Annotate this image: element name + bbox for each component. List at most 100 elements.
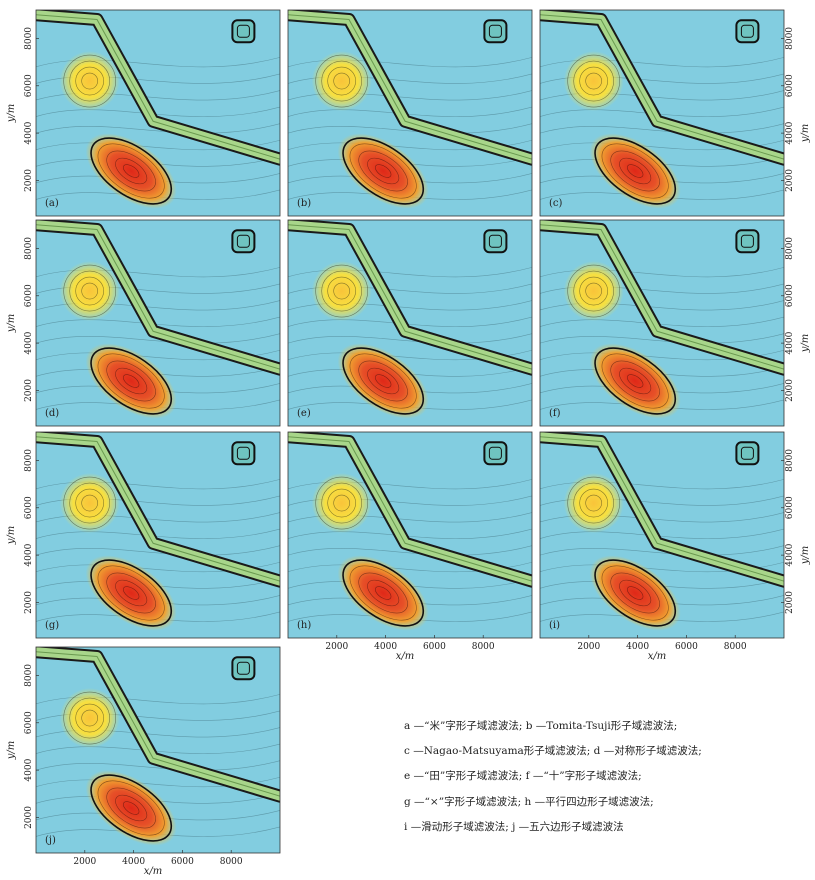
red-contour: [106, 572, 156, 614]
y-tick-label: 8000: [24, 449, 34, 472]
square-anomaly: [735, 19, 760, 44]
panel-field: [36, 647, 280, 846]
red-outline: [90, 347, 173, 415]
panel-label: (f): [549, 408, 561, 419]
red-contour: [349, 143, 417, 199]
yellow-contour: [321, 270, 362, 312]
square-contour: [236, 446, 250, 460]
x-tick-label: 2000: [325, 642, 348, 652]
y-tick-label: 2000: [24, 806, 34, 829]
panel-label: (a): [45, 198, 59, 209]
red-contour: [367, 579, 400, 607]
y-tick-label: 4000: [785, 543, 795, 566]
yellow-contour: [585, 72, 602, 90]
x-tick-label: 4000: [122, 857, 145, 867]
square-contour: [488, 24, 502, 38]
red-contour: [601, 143, 669, 199]
red-contour: [106, 150, 156, 192]
yellow-contour: [81, 282, 98, 300]
red-contour: [97, 565, 165, 621]
panel-field: [288, 432, 532, 631]
x-tick-label: 6000: [171, 857, 194, 867]
panel-label: (b): [297, 198, 311, 209]
y-tick-label: 8000: [24, 664, 34, 687]
panel-label: (h): [297, 620, 311, 631]
red-contour: [123, 586, 140, 600]
red-contour: [115, 367, 148, 395]
ridge-crest: [540, 436, 784, 582]
red-contour: [106, 787, 156, 829]
yellow-contour: [573, 270, 614, 312]
red-anomaly: [85, 555, 177, 631]
yellow-anomaly: [311, 261, 372, 322]
panel-c: (c) 2000 4000 6000 8000 y/m: [539, 9, 811, 217]
y-tick-label: 2000: [24, 591, 34, 614]
y-tick-label: 6000: [785, 74, 795, 97]
red-contour: [619, 367, 652, 395]
red-contour: [97, 780, 165, 836]
yellow-anomaly: [59, 688, 120, 749]
panel-frame: [287, 219, 533, 427]
red-anomaly-group: [589, 555, 681, 631]
y-tick-label: 8000: [785, 449, 795, 472]
red-anomaly: [85, 133, 177, 209]
y-tick-label: 4000: [24, 121, 34, 144]
panel-frame: [539, 9, 785, 217]
y-tick-label: 2000: [785, 591, 795, 614]
red-contour: [358, 360, 408, 402]
yellow-contour: [315, 54, 368, 108]
background-contour: [288, 267, 532, 278]
yellow-contour: [579, 276, 608, 306]
background-contour: [288, 57, 532, 68]
background-contour: [540, 123, 784, 134]
yellow-contour: [585, 494, 602, 512]
background-contour: [288, 333, 532, 344]
red-anomaly-group: [337, 343, 429, 419]
yellow-contour: [573, 60, 614, 102]
panel-field: [36, 10, 280, 209]
yellow-contour: [81, 494, 98, 512]
panel-field: [540, 432, 784, 631]
background-contour: [36, 760, 280, 771]
panel-frame: [35, 431, 281, 639]
background-contour: [36, 267, 280, 278]
yellow-anomaly: [59, 51, 120, 112]
yellow-anomaly: [59, 261, 120, 322]
ridge-crest: [36, 224, 280, 370]
red-outline: [342, 137, 425, 205]
y-tick-label: 2000: [785, 169, 795, 192]
red-contour: [375, 374, 392, 388]
y-axis-label: y/m: [800, 124, 811, 144]
red-contour: [97, 353, 165, 409]
x-axis-label: x/m: [648, 651, 667, 662]
yellow-contour: [69, 482, 110, 524]
panel-frame: [539, 431, 785, 639]
yellow-anomaly: [311, 473, 372, 534]
ridge-crest: [540, 14, 784, 160]
square-contour: [236, 24, 250, 38]
red-anomaly: [337, 343, 429, 419]
x-axis-label: x/m: [396, 651, 415, 662]
panel-field: [540, 10, 784, 209]
red-contour: [115, 579, 148, 607]
red-contour: [106, 360, 156, 402]
yellow-contour: [333, 72, 350, 90]
background-contour: [540, 545, 784, 556]
square-anomaly: [231, 656, 256, 681]
red-anomaly-group: [85, 555, 177, 631]
yellow-contour: [75, 276, 104, 306]
red-contour: [601, 353, 669, 409]
x-tick-label: 8000: [472, 642, 495, 652]
red-contour: [610, 572, 660, 614]
red-contour: [627, 586, 644, 600]
background-contour: [36, 123, 280, 134]
yellow-contour: [75, 66, 104, 96]
yellow-contour: [69, 697, 110, 739]
yellow-contour: [315, 264, 368, 318]
panel-a: (a) 2000 4000 6000 8000 y/m: [6, 9, 281, 217]
red-anomaly-group: [85, 770, 177, 846]
background-contour: [36, 333, 280, 344]
square-contour: [488, 446, 502, 460]
red-contour: [97, 143, 165, 199]
red-contour: [610, 360, 660, 402]
